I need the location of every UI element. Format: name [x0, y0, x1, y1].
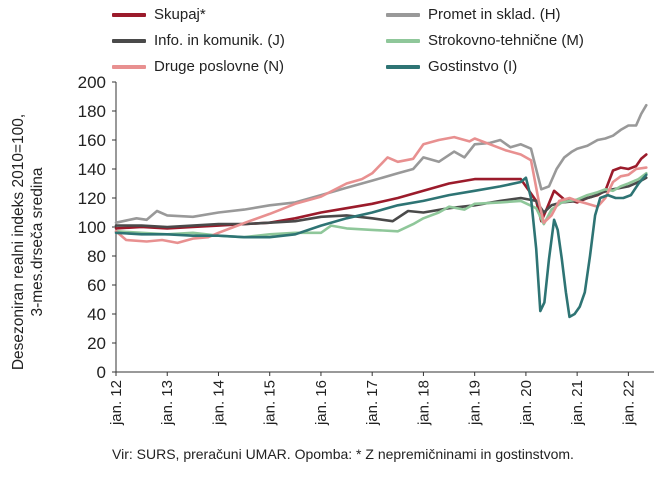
legend-item-skupaj: Skupaj*	[112, 6, 206, 23]
x-tick-label: jan. 17	[364, 380, 381, 426]
legend-label-skupaj: Skupaj*	[154, 6, 206, 23]
series-line-1	[114, 103, 648, 224]
x-tick-label: jan. 15	[262, 380, 279, 426]
y-axis-label-line1: Desezoniran realni indeks 2010=100,	[10, 113, 27, 371]
legend-label-strokovno: Strokovno-tehnične (M)	[428, 32, 584, 49]
legend-label-promet: Promet in sklad. (H)	[428, 6, 561, 23]
series-line-2	[114, 176, 648, 229]
x-tick-label: jan. 16	[313, 380, 330, 426]
y-tick-label: 160	[78, 131, 106, 150]
legend-swatch-info	[112, 38, 146, 43]
legend-item-info: Info. in komunik. (J)	[112, 32, 285, 49]
y-tick-label: 60	[87, 276, 106, 295]
x-tick-label: jan. 21	[569, 380, 586, 426]
legend-swatch-gostinstvo	[386, 64, 420, 69]
legend: Skupaj* Promet in sklad. (H) Info. in ko…	[0, 0, 665, 80]
legend-swatch-skupaj	[112, 12, 146, 17]
legend-label-info: Info. in komunik. (J)	[154, 32, 285, 49]
legend-swatch-druge	[112, 64, 146, 69]
x-tick-label: jan. 20	[518, 380, 535, 426]
x-tick-label: jan. 12	[108, 380, 125, 426]
source-note: Vir: SURS, preračuni UMAR. Opomba: * Z n…	[112, 446, 574, 462]
y-tick-label: 200	[78, 73, 106, 92]
y-tick-label: 180	[78, 102, 106, 121]
y-tick-label: 100	[78, 218, 106, 237]
x-tick-label: jan. 19	[467, 380, 484, 426]
legend-label-druge: Druge poslovne (N)	[154, 58, 285, 75]
x-tick-label: jan. 14	[210, 380, 227, 426]
legend-item-druge: Druge poslovne (N)	[112, 58, 284, 75]
y-axis-label: Desezoniran realni indeks 2010=100, 3-me…	[6, 82, 50, 402]
legend-item-gostinstvo: Gostinstvo (I)	[386, 58, 517, 75]
x-tick-label: jan. 18	[415, 380, 432, 426]
y-tick-label: 0	[97, 363, 106, 382]
legend-item-strokovno: Strokovno-tehnične (M)	[386, 32, 584, 49]
series-line-3	[114, 172, 648, 239]
series-line-4	[114, 135, 648, 245]
y-tick-label: 20	[87, 334, 106, 353]
x-tick-label: jan. 22	[620, 380, 637, 426]
y-tick-label: 40	[87, 305, 106, 324]
legend-label-gostinstvo: Gostinstvo (I)	[428, 58, 518, 75]
legend-swatch-promet	[386, 12, 420, 17]
y-tick-label: 140	[78, 160, 106, 179]
series-line-5	[114, 173, 648, 319]
y-axis-label-line2: 3-mes.drseča sredina	[29, 167, 46, 317]
x-tick-label: jan. 13	[159, 380, 176, 426]
y-tick-label: 80	[87, 247, 106, 266]
legend-item-promet: Promet in sklad. (H)	[386, 6, 561, 23]
y-tick-label: 120	[78, 189, 106, 208]
legend-swatch-strokovno	[386, 38, 420, 43]
